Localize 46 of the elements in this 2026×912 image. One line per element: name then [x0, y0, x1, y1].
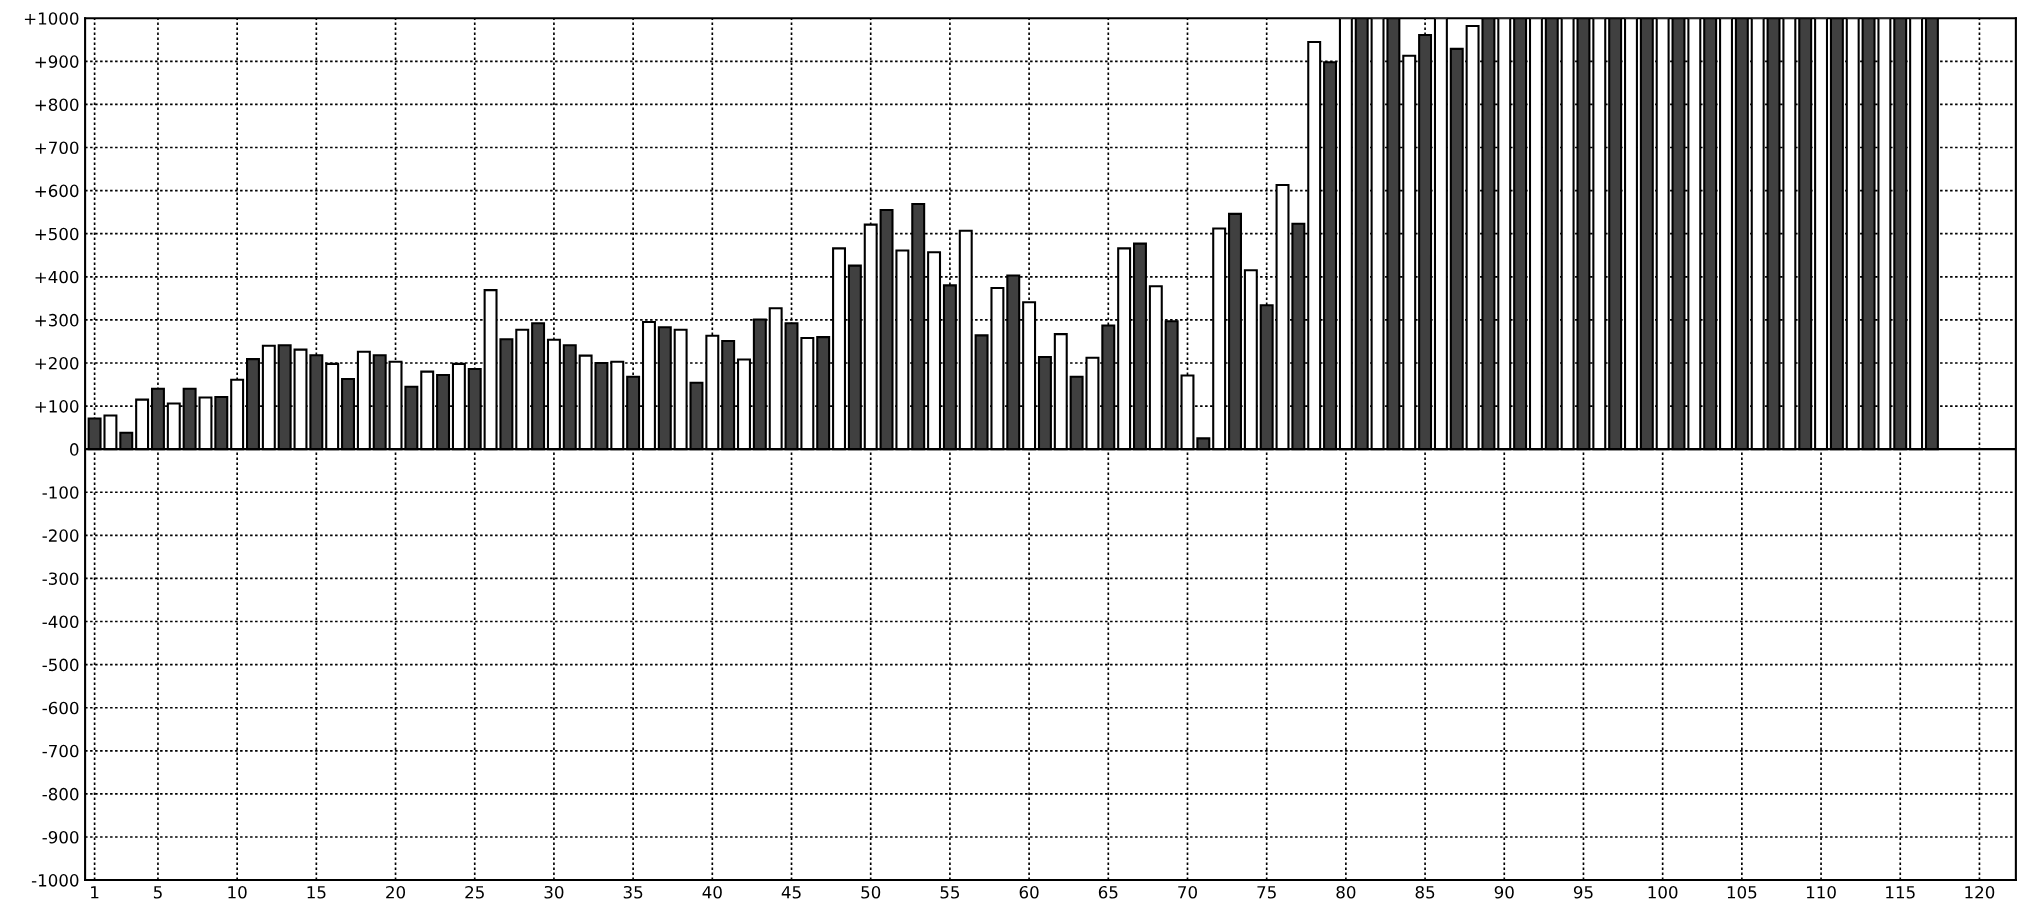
x-tick-label: 25: [465, 885, 484, 899]
y-tick-label: -1000: [31, 874, 79, 887]
y-tick-label: -600: [42, 701, 79, 715]
x-tick-label: 105: [1727, 885, 1757, 899]
y-tick-label: +1000: [24, 12, 79, 25]
x-tick-label: 110: [1806, 885, 1836, 899]
y-tick-label: +100: [35, 400, 79, 413]
y-tick-label: +300: [35, 313, 79, 327]
x-tick-label: 20: [386, 885, 406, 899]
y-tick-label: +900: [35, 55, 79, 68]
x-tick-label: 120: [1965, 885, 1995, 899]
y-tick-label: -500: [42, 658, 79, 672]
x-tick-label: 80: [1336, 885, 1356, 899]
x-tick-label: 65: [1098, 885, 1118, 899]
y-tick-label: -100: [42, 486, 79, 499]
x-tick-label: 100: [1648, 885, 1678, 899]
y-tick-label: +500: [35, 227, 79, 241]
y-tick-label: +600: [35, 184, 79, 198]
x-tick-label: 55: [940, 886, 960, 899]
x-tick-label: 15: [307, 886, 326, 899]
x-tick-label: 50: [861, 885, 881, 899]
y-tick-label: +200: [35, 356, 79, 370]
x-tick-label: 75: [1257, 886, 1276, 899]
y-tick-label: -400: [42, 615, 79, 629]
y-tick-label: -700: [42, 744, 79, 758]
y-tick-label: -900: [42, 830, 79, 844]
y-tick-label: +700: [35, 141, 79, 155]
x-tick-label: 40: [702, 885, 722, 899]
x-tick-label: 10: [228, 885, 247, 899]
y-tick-label: -200: [42, 529, 79, 542]
x-tick-label: 60: [1019, 885, 1039, 899]
x-tick-label: 70: [1178, 885, 1197, 899]
x-tick-label: 30: [544, 885, 564, 899]
x-tick-label: 115: [1886, 886, 1915, 899]
x-tick-label: 45: [781, 886, 801, 899]
y-tick-label: -800: [42, 787, 79, 801]
y-tick-label: -300: [42, 572, 79, 586]
y-tick-label: +800: [35, 98, 79, 111]
x-tick-label: 35: [623, 885, 643, 899]
x-tick-label: 90: [1494, 885, 1514, 899]
x-tick-label: 85: [1415, 885, 1435, 899]
y-tick-label: 0: [70, 443, 79, 456]
x-tick-label: 1: [91, 886, 99, 899]
y-tick-label: +400: [35, 270, 79, 284]
x-tick-label: 95: [1573, 885, 1593, 899]
x-tick-label: 5: [153, 886, 162, 899]
